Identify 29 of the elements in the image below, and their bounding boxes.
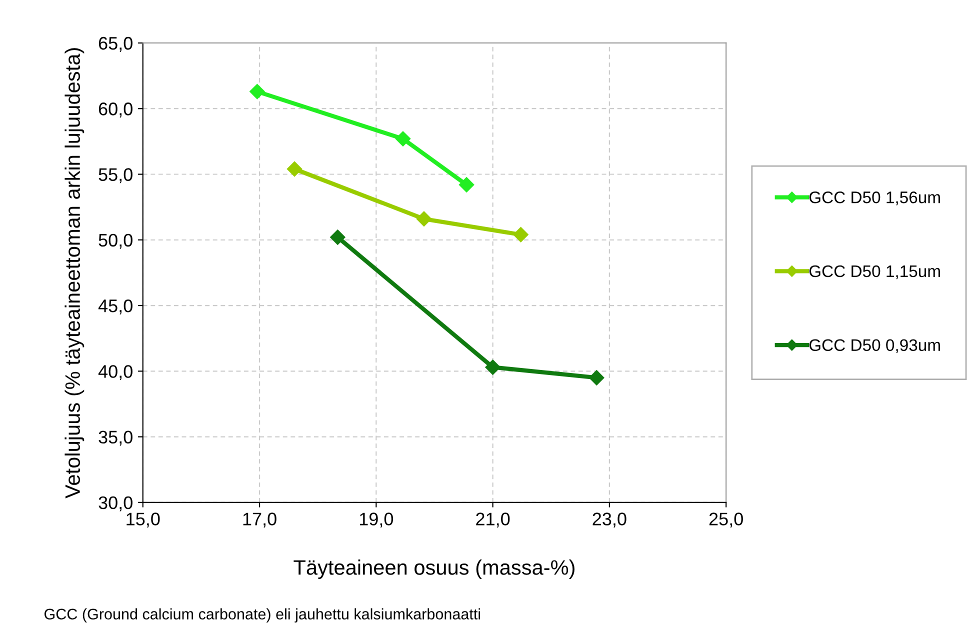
text: GCC (Ground calcium carbonate) eli jauhettu kalsiumkarbonaatti bbox=[44, 608, 480, 623]
y-tick-label: 30,0 bbox=[98, 496, 132, 512]
legend-label: GCC D50 1,15um bbox=[809, 265, 940, 280]
x-tick-label: 19,0 bbox=[360, 512, 394, 528]
y-tick-label: 55,0 bbox=[98, 168, 132, 184]
x-axis-title: Täyteaineen osuus (massa-%) bbox=[294, 560, 574, 579]
y-tick-label: 65,0 bbox=[98, 36, 132, 52]
legend-label: GCC D50 1,56um bbox=[809, 192, 940, 206]
point bbox=[485, 360, 500, 375]
point bbox=[513, 227, 528, 242]
legend-label: GCC D50 0,93um bbox=[809, 339, 940, 354]
x-tick-label: 17,0 bbox=[243, 512, 276, 528]
y-tick-label: 40,0 bbox=[98, 365, 132, 380]
y-tick-label: 50,0 bbox=[98, 234, 132, 249]
x-tick-label: 23,0 bbox=[592, 512, 626, 528]
x-tick-label: 25,0 bbox=[709, 512, 743, 528]
y-tick-label: 45,0 bbox=[98, 299, 132, 314]
x-tick-label: 21,0 bbox=[476, 512, 510, 528]
point bbox=[395, 131, 411, 146]
y-axis-title: Vetolujuus (% täyteaineettoman arkin lujuudesta) bbox=[64, 48, 84, 498]
y-tick-label: 35,0 bbox=[98, 430, 132, 446]
point bbox=[286, 161, 302, 177]
point bbox=[458, 177, 474, 192]
point bbox=[416, 211, 432, 226]
point bbox=[250, 84, 265, 100]
point bbox=[589, 370, 604, 386]
y-tick-label: 60,0 bbox=[98, 102, 132, 118]
x-tick-label: 15,0 bbox=[126, 512, 160, 528]
point bbox=[330, 230, 346, 245]
